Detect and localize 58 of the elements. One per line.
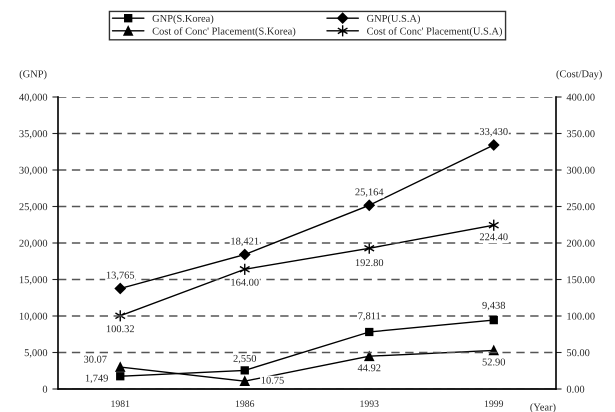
y2-tick-label: 200.00 xyxy=(566,240,595,247)
data-label: 2,550 xyxy=(233,354,256,364)
data-label: 1,749 xyxy=(86,374,108,384)
y2-tick-label: 150.00 xyxy=(567,276,595,284)
y-axis-title: (GNP) xyxy=(20,70,47,80)
y2-tick-label: 250.00 xyxy=(566,203,595,210)
y2-tick-label: 0.00 xyxy=(566,386,584,393)
y-tick-label: 30,000 xyxy=(19,166,48,176)
y-tick-label: 35,000 xyxy=(19,130,48,139)
legend-label: GNP(U.S.A) xyxy=(367,14,420,24)
data-label: 33,430 xyxy=(480,128,508,137)
y-tick-label: 20,000 xyxy=(19,240,48,248)
point xyxy=(488,346,499,356)
y2-tick-label: 100.00 xyxy=(567,312,595,320)
y-tick-label: 5,000 xyxy=(24,349,48,358)
point xyxy=(364,200,375,211)
point xyxy=(240,376,250,386)
x-tick-label: 1981 xyxy=(111,400,130,407)
y2-axis-title: (Cost/Day) xyxy=(556,70,602,80)
point xyxy=(116,372,124,380)
legend-label: GNP(S.Korea) xyxy=(152,14,214,24)
y2-tick-label: 50.00 xyxy=(567,349,590,356)
y-tick-label: 0 xyxy=(42,386,48,393)
y-tick-label: 15,000 xyxy=(20,276,48,285)
data-label: 9,438 xyxy=(482,302,506,310)
point xyxy=(365,328,374,336)
data-label: 30.07 xyxy=(84,356,107,363)
point xyxy=(114,282,126,294)
data-label: 7,811 xyxy=(358,312,380,321)
legend-label: Cost of Conc' Placement(S.Korea) xyxy=(152,27,296,37)
point xyxy=(239,263,250,276)
data-label: 44.92 xyxy=(358,364,380,372)
data-label: 224.40 xyxy=(480,233,508,240)
point xyxy=(239,248,250,260)
y2-tick-label: 350.00 xyxy=(566,130,595,138)
point xyxy=(490,316,498,324)
point xyxy=(115,362,126,372)
point xyxy=(364,351,374,362)
data-label: 18,421 xyxy=(231,238,258,246)
legend-label: Cost of Conc' Placement(U.S.A) xyxy=(367,27,502,37)
point xyxy=(488,218,500,232)
data-label: 192.80 xyxy=(356,259,384,266)
y-tick-label: 40,000 xyxy=(19,94,48,102)
x-tick-label: 1999 xyxy=(484,400,504,407)
y-tick-label: 10,000 xyxy=(20,312,48,322)
data-label: 10.75 xyxy=(262,376,284,384)
data-label: 100.32 xyxy=(106,325,134,332)
x-tick-label: 1986 xyxy=(236,400,254,407)
point xyxy=(240,366,249,375)
data-label: 164.00 xyxy=(231,278,259,286)
y-tick-label: 25,000 xyxy=(19,203,48,212)
data-label: 13,765 xyxy=(106,272,134,280)
data-label: 52.90 xyxy=(482,358,506,366)
y2-tick-label: 300.00 xyxy=(566,166,595,174)
y2-tick-label: 400.00 xyxy=(566,94,595,101)
x-tick-label: 1993 xyxy=(360,400,379,407)
data-label: 25,164 xyxy=(355,188,384,197)
point xyxy=(488,139,500,151)
